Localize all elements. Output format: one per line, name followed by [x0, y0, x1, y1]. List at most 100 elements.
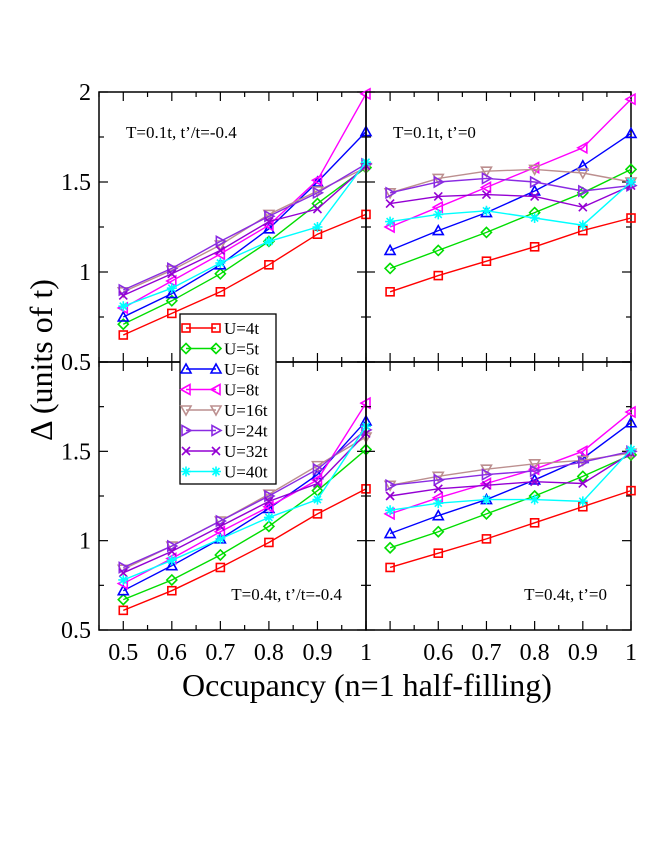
data-point	[117, 318, 130, 331]
data-point	[529, 175, 542, 189]
series-line-U=6t	[389, 422, 632, 535]
legend-entry: U=32t	[224, 442, 268, 461]
legend-marker	[181, 323, 191, 333]
data-point	[578, 478, 588, 489]
data-point	[479, 181, 492, 194]
data-point	[529, 242, 540, 252]
data-point	[481, 190, 492, 200]
data-point	[528, 164, 541, 177]
data-point	[529, 494, 540, 505]
data-point	[118, 605, 129, 616]
legend-marker	[179, 383, 191, 396]
data-point	[312, 204, 323, 214]
data-point	[264, 496, 274, 506]
data-point	[214, 548, 227, 562]
x-tick-label: 0.8	[520, 640, 550, 666]
legend-marker	[211, 424, 223, 437]
series-line-U=40t	[389, 181, 632, 226]
data-point	[433, 473, 445, 487]
data-point	[576, 168, 590, 180]
data-point	[432, 244, 445, 257]
data-point	[385, 505, 396, 516]
data-point	[433, 484, 443, 494]
data-point	[166, 283, 177, 294]
data-point	[264, 489, 276, 503]
series-line-U=5t	[389, 454, 632, 549]
data-point	[431, 173, 445, 186]
y-tick-label: 0.5	[61, 618, 91, 644]
data-point	[167, 585, 177, 596]
data-point	[165, 294, 178, 307]
series-line-U=8t	[122, 402, 367, 585]
data-point	[481, 256, 492, 267]
data-point	[624, 416, 638, 428]
data-point	[118, 290, 128, 300]
series-line-U=8t	[389, 98, 632, 228]
data-point	[626, 177, 636, 187]
data-point	[530, 191, 540, 201]
data-point	[433, 270, 444, 281]
data-point	[383, 526, 397, 539]
data-point	[626, 213, 636, 223]
series-line-U=5t	[122, 167, 367, 325]
x-tick-label: 0.7	[471, 640, 501, 666]
data-point	[624, 405, 636, 419]
legend-marker	[179, 342, 193, 355]
panel-label: T=0.1t, t’/t=-0.4	[126, 123, 237, 142]
legend-marker	[179, 405, 193, 417]
x-tick-label: 0.8	[254, 640, 284, 666]
data-point	[528, 459, 541, 471]
data-point	[529, 517, 540, 528]
series-line-U=4t	[389, 489, 632, 569]
series-line-U=8t	[389, 411, 632, 515]
series-line-U=8t	[122, 93, 367, 309]
data-point	[529, 464, 542, 478]
x-tick-label: 0.9	[302, 640, 332, 666]
panel-label: T=0.4t, t’=0	[524, 585, 607, 604]
data-point	[624, 126, 638, 139]
data-point	[215, 245, 225, 255]
data-point	[433, 191, 443, 201]
legend-entry: U=24t	[224, 422, 268, 441]
data-point	[577, 220, 588, 231]
data-point	[215, 258, 226, 268]
data-point	[118, 568, 128, 578]
data-point	[431, 509, 445, 521]
legend-marker	[211, 323, 221, 333]
y-tick-label: 1.5	[61, 170, 91, 196]
legend-marker	[209, 362, 223, 374]
data-point	[480, 507, 493, 520]
data-point	[167, 262, 179, 275]
series-line-U=32t	[122, 432, 367, 574]
data-point	[383, 262, 397, 275]
data-point	[264, 217, 274, 227]
data-point	[262, 222, 276, 234]
x-tick-label: 1	[625, 640, 637, 666]
data-point	[264, 537, 274, 548]
data-point	[312, 478, 323, 489]
data-point	[167, 269, 177, 279]
data-point	[431, 471, 445, 483]
data-point	[310, 173, 323, 187]
legend-marker	[181, 466, 191, 477]
data-point	[263, 512, 274, 523]
data-point	[165, 286, 179, 299]
legend-entry: U=16t	[224, 401, 268, 420]
data-point	[118, 574, 129, 585]
series-line-U=4t	[389, 217, 632, 293]
panel-bottom-right: T=0.4t, t’=0	[365, 361, 638, 631]
data-point	[312, 222, 323, 232]
series-line-U=5t	[389, 168, 632, 270]
data-point	[385, 199, 395, 209]
data-point	[385, 478, 397, 492]
data-point	[215, 521, 225, 531]
data-point	[167, 546, 177, 556]
data-point	[481, 480, 492, 490]
data-point	[215, 286, 226, 297]
data-point	[215, 533, 226, 544]
data-point	[480, 166, 493, 178]
x-tick-label: 0.9	[568, 640, 598, 666]
data-point	[215, 562, 226, 573]
legend-box	[179, 313, 277, 485]
